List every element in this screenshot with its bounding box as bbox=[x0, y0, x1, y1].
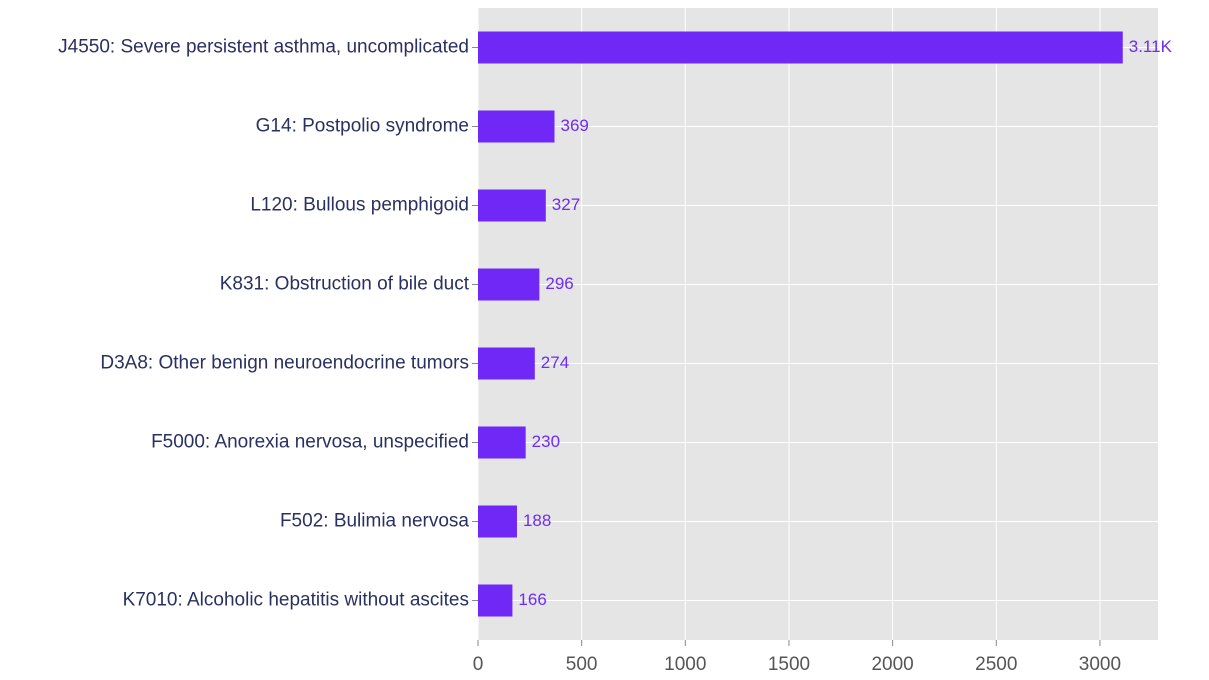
y-tick-label: D3A8: Other benign neuroendocrine tumors bbox=[100, 353, 469, 374]
y-tick-label: J4550: Severe persistent asthma, uncompl… bbox=[58, 37, 469, 58]
bar bbox=[478, 189, 546, 222]
value-label: 188 bbox=[523, 511, 551, 530]
y-tick-label: K831: Obstruction of bile duct bbox=[220, 274, 470, 295]
x-tick-label: 1500 bbox=[768, 654, 810, 675]
x-tick-label: 0 bbox=[473, 654, 484, 675]
y-tick-label: F502: Bulimia nervosa bbox=[280, 511, 469, 532]
value-label: 327 bbox=[552, 195, 580, 214]
y-tick-label: G14: Postpolio syndrome bbox=[256, 116, 469, 137]
x-tick-label: 2500 bbox=[975, 654, 1017, 675]
bar bbox=[478, 347, 535, 380]
x-tick-label: 3000 bbox=[1079, 654, 1121, 675]
plot-area bbox=[478, 8, 1158, 640]
y-tick-label: K7010: Alcoholic hepatitis without ascit… bbox=[123, 590, 469, 611]
bar bbox=[478, 110, 555, 143]
bar bbox=[478, 31, 1123, 64]
bar bbox=[478, 505, 517, 538]
value-label: 3.11K bbox=[1129, 37, 1173, 56]
value-label: 369 bbox=[561, 116, 589, 135]
bar bbox=[478, 426, 526, 459]
y-tick-label: F5000: Anorexia nervosa, unspecified bbox=[151, 432, 469, 453]
x-tick-label: 500 bbox=[566, 654, 598, 675]
bar bbox=[478, 268, 540, 301]
x-tick-label: 1000 bbox=[664, 654, 706, 675]
value-label: 296 bbox=[545, 274, 573, 293]
value-label: 230 bbox=[532, 432, 560, 451]
value-label: 166 bbox=[518, 590, 546, 609]
y-tick-label: L120: Bullous pemphigoid bbox=[250, 195, 469, 216]
x-tick-label: 2000 bbox=[871, 654, 913, 675]
value-label: 274 bbox=[541, 353, 569, 372]
bar bbox=[478, 584, 513, 617]
